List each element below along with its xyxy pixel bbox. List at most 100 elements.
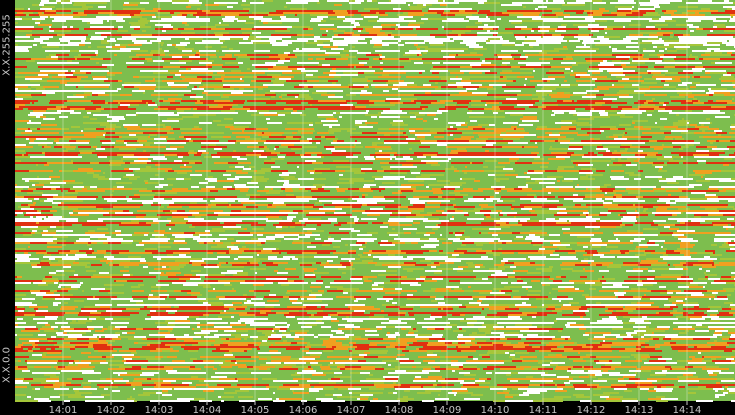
heatmap-cell — [651, 72, 661, 74]
heatmap-cell — [478, 12, 488, 14]
heatmap-cell — [500, 218, 505, 220]
heatmap-cell — [469, 248, 482, 250]
heatmap-cell — [106, 218, 112, 220]
heatmap-cell — [335, 200, 337, 202]
heatmap-cell — [241, 202, 250, 204]
heatmap-cell — [209, 42, 223, 44]
heatmap-cell — [73, 12, 78, 14]
heatmap-cell — [558, 166, 574, 168]
heatmap-cell — [27, 192, 43, 194]
heatmap-cell — [15, 220, 24, 222]
heatmap-cell — [615, 198, 621, 200]
heatmap-cell — [304, 100, 318, 102]
heatmap-cell — [727, 8, 732, 10]
heatmap-cell — [264, 188, 271, 190]
heatmap-cell — [496, 180, 500, 182]
heatmap-cell — [75, 58, 77, 60]
heatmap-cell — [411, 216, 424, 218]
heatmap-cell — [478, 2, 484, 4]
heatmap-cell — [498, 240, 512, 242]
heatmap-cell — [493, 152, 508, 154]
heatmap-cell — [622, 78, 629, 80]
heatmap-cell — [488, 232, 497, 234]
heatmap-cell — [321, 242, 332, 244]
heatmap-cell — [536, 90, 545, 92]
heatmap-cell — [549, 148, 555, 150]
heatmap-cell — [28, 246, 30, 248]
heatmap-cell — [526, 182, 539, 184]
heatmap-cell — [58, 250, 70, 252]
heatmap-cell — [138, 20, 150, 22]
heatmap-cell — [74, 18, 79, 20]
heatmap-cell — [692, 142, 700, 144]
heatmap-cell — [449, 192, 460, 194]
heatmap-cell — [456, 82, 471, 84]
heatmap-cell — [694, 162, 698, 164]
heatmap-cell — [400, 116, 410, 118]
heatmap-cell — [281, 18, 287, 20]
heatmap-cell — [315, 136, 321, 138]
heatmap-cell — [241, 4, 250, 6]
heatmap-cell — [267, 206, 276, 208]
heatmap-cell — [230, 214, 236, 216]
heatmap-cell — [389, 162, 396, 164]
heatmap-cell — [713, 94, 724, 96]
heatmap-cell — [623, 38, 628, 40]
heatmap-cell — [73, 62, 79, 64]
heatmap-cell — [332, 36, 334, 38]
heatmap-cell — [281, 144, 294, 146]
heatmap-cell — [600, 100, 612, 102]
heatmap-cell — [610, 176, 624, 178]
heatmap-cell — [722, 244, 729, 246]
heatmap-cell — [329, 74, 345, 76]
heatmap-cell — [293, 102, 301, 104]
heatmap-cell — [258, 58, 274, 60]
heatmap-cell — [497, 108, 500, 110]
heatmap-cell — [629, 250, 645, 252]
heatmap-cell — [600, 126, 616, 128]
heatmap-cell — [214, 100, 230, 102]
heatmap-cell — [549, 208, 566, 210]
heatmap-cell — [544, 222, 556, 224]
heatmap-cell — [591, 142, 602, 144]
heatmap-cell — [355, 140, 357, 142]
heatmap-cell — [157, 12, 170, 14]
heatmap-cell — [129, 196, 134, 198]
heatmap-cell — [678, 120, 690, 122]
heatmap-cell — [318, 188, 324, 190]
heatmap-cell — [711, 156, 723, 158]
heatmap-cell — [467, 218, 484, 220]
heatmap-cell — [392, 242, 405, 244]
heatmap-cell — [99, 28, 112, 30]
heatmap-cell — [316, 142, 320, 144]
heatmap-cell — [404, 232, 411, 234]
heatmap-cell — [89, 248, 92, 250]
heatmap-cell — [52, 20, 66, 22]
heatmap-cell — [313, 190, 330, 192]
heatmap-cell — [89, 72, 91, 74]
heatmap-cell — [703, 136, 709, 138]
heatmap-cell — [261, 196, 277, 198]
heatmap-cell — [716, 100, 732, 102]
heatmap-cell — [726, 44, 735, 46]
heatmap-cell — [669, 138, 673, 140]
heatmap-cell — [663, 86, 676, 88]
heatmap-cell — [465, 238, 482, 240]
heatmap-cell — [388, 178, 398, 180]
heatmap-cell — [550, 20, 554, 22]
heatmap-cell — [41, 210, 50, 212]
heatmap-cell — [466, 16, 479, 18]
heatmap-cell — [505, 218, 519, 220]
heatmap-cell — [621, 218, 636, 220]
heatmap-cell — [632, 12, 646, 14]
heatmap-cell — [386, 250, 401, 252]
heatmap-cell — [242, 170, 254, 172]
heatmap-cell — [164, 60, 170, 62]
heatmap-cell — [503, 168, 513, 170]
heatmap-cell — [613, 134, 624, 136]
heatmap-cell — [91, 222, 105, 224]
heatmap-cell — [156, 210, 163, 212]
heatmap-cell — [296, 12, 298, 14]
heatmap-cell — [656, 154, 662, 156]
heatmap-cell — [305, 76, 318, 78]
